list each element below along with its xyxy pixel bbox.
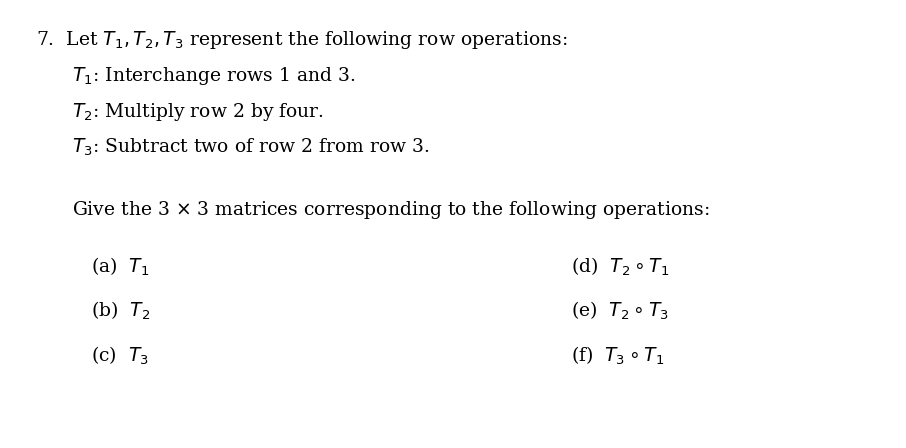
Text: $T_2$: Multiply row 2 by four.: $T_2$: Multiply row 2 by four. <box>72 101 324 123</box>
Text: $T_3$: Subtract two of row 2 from row 3.: $T_3$: Subtract two of row 2 from row 3. <box>72 137 430 158</box>
Text: (e)  $T_2 \circ T_3$: (e) $T_2 \circ T_3$ <box>571 300 669 323</box>
Text: (a)  $T_1$: (a) $T_1$ <box>91 255 149 278</box>
Text: (d)  $T_2 \circ T_1$: (d) $T_2 \circ T_1$ <box>571 255 670 278</box>
Text: (b)  $T_2$: (b) $T_2$ <box>91 300 149 323</box>
Text: 7.  Let $T_1, T_2, T_3$ represent the following row operations:: 7. Let $T_1, T_2, T_3$ represent the fol… <box>36 29 568 51</box>
Text: (f)  $T_3 \circ T_1$: (f) $T_3 \circ T_1$ <box>571 345 664 367</box>
Text: $T_1$: Interchange rows 1 and 3.: $T_1$: Interchange rows 1 and 3. <box>72 65 356 87</box>
Text: Give the 3 $\times$ 3 matrices corresponding to the following operations:: Give the 3 $\times$ 3 matrices correspon… <box>72 199 710 221</box>
Text: (c)  $T_3$: (c) $T_3$ <box>91 345 149 367</box>
